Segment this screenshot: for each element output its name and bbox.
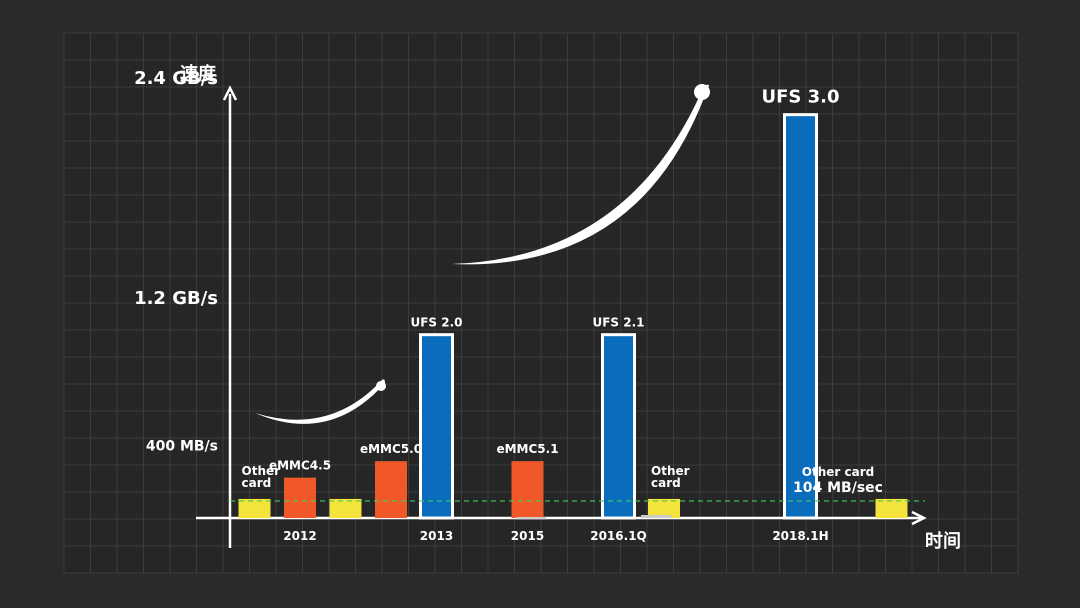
bar-emmc4-5-1	[284, 477, 316, 518]
bar-label-other-card: Other card	[651, 464, 690, 490]
bar-label: eMMC4.5	[269, 459, 331, 473]
bar-unlabeled-2	[329, 498, 362, 518]
bar-label: UFS 2.1	[592, 316, 644, 330]
bar-label-other-card: Other card	[242, 464, 281, 490]
x-tick-label: 2013	[420, 529, 453, 543]
baseline-marker	[641, 515, 671, 518]
bar-emmc5-0-3	[375, 461, 407, 518]
bar-label: UFS 2.0	[410, 316, 462, 330]
bar-ufs-2-1-6	[601, 333, 636, 520]
growth-swoosh-large	[452, 84, 709, 265]
baseline-marker	[516, 517, 546, 520]
bar-other-card-0	[238, 498, 271, 518]
bar-ufs-2-0-4	[419, 333, 454, 520]
y-tick-label-400: 400 MB/s	[146, 439, 218, 455]
x-tick-label: 2015	[511, 529, 544, 543]
bar-series	[238, 113, 908, 520]
x-axis-arrow-icon	[911, 510, 927, 526]
reference-label-line2: 104 MB/sec	[793, 480, 883, 496]
y-tick-label-1-2: 1.2 GB/s	[134, 288, 218, 309]
x-tick-label: 2012	[283, 529, 316, 543]
bar-unlabeled-9	[875, 498, 908, 518]
y-axis-title: 速度	[180, 63, 217, 85]
bar-emmc5-1-5	[511, 461, 544, 518]
growth-swoosh-small	[255, 379, 385, 424]
bar-label: UFS 3.0	[761, 87, 839, 108]
reference-label-line1: Other card	[802, 465, 874, 479]
growth-swoosh-tip	[376, 381, 386, 391]
x-tick-label: 2018.1H	[772, 529, 828, 543]
x-tick-label: 2016.1Q	[590, 529, 647, 543]
bar-label: eMMC5.0	[360, 442, 422, 456]
x-axis-title: 时间	[925, 531, 961, 552]
x-tick-labels: 2012 2013 2015 2016.1Q 2018.1H	[283, 529, 828, 543]
bar-other-card-7	[648, 498, 680, 518]
bar-label: eMMC5.1	[496, 442, 558, 456]
y-axis-arrow-icon	[222, 85, 238, 101]
bar-ufs-3-0-8	[783, 113, 818, 520]
y-tick-label-2-4: 2.4 GB/s	[134, 68, 218, 89]
growth-swoosh-tip	[694, 84, 710, 100]
